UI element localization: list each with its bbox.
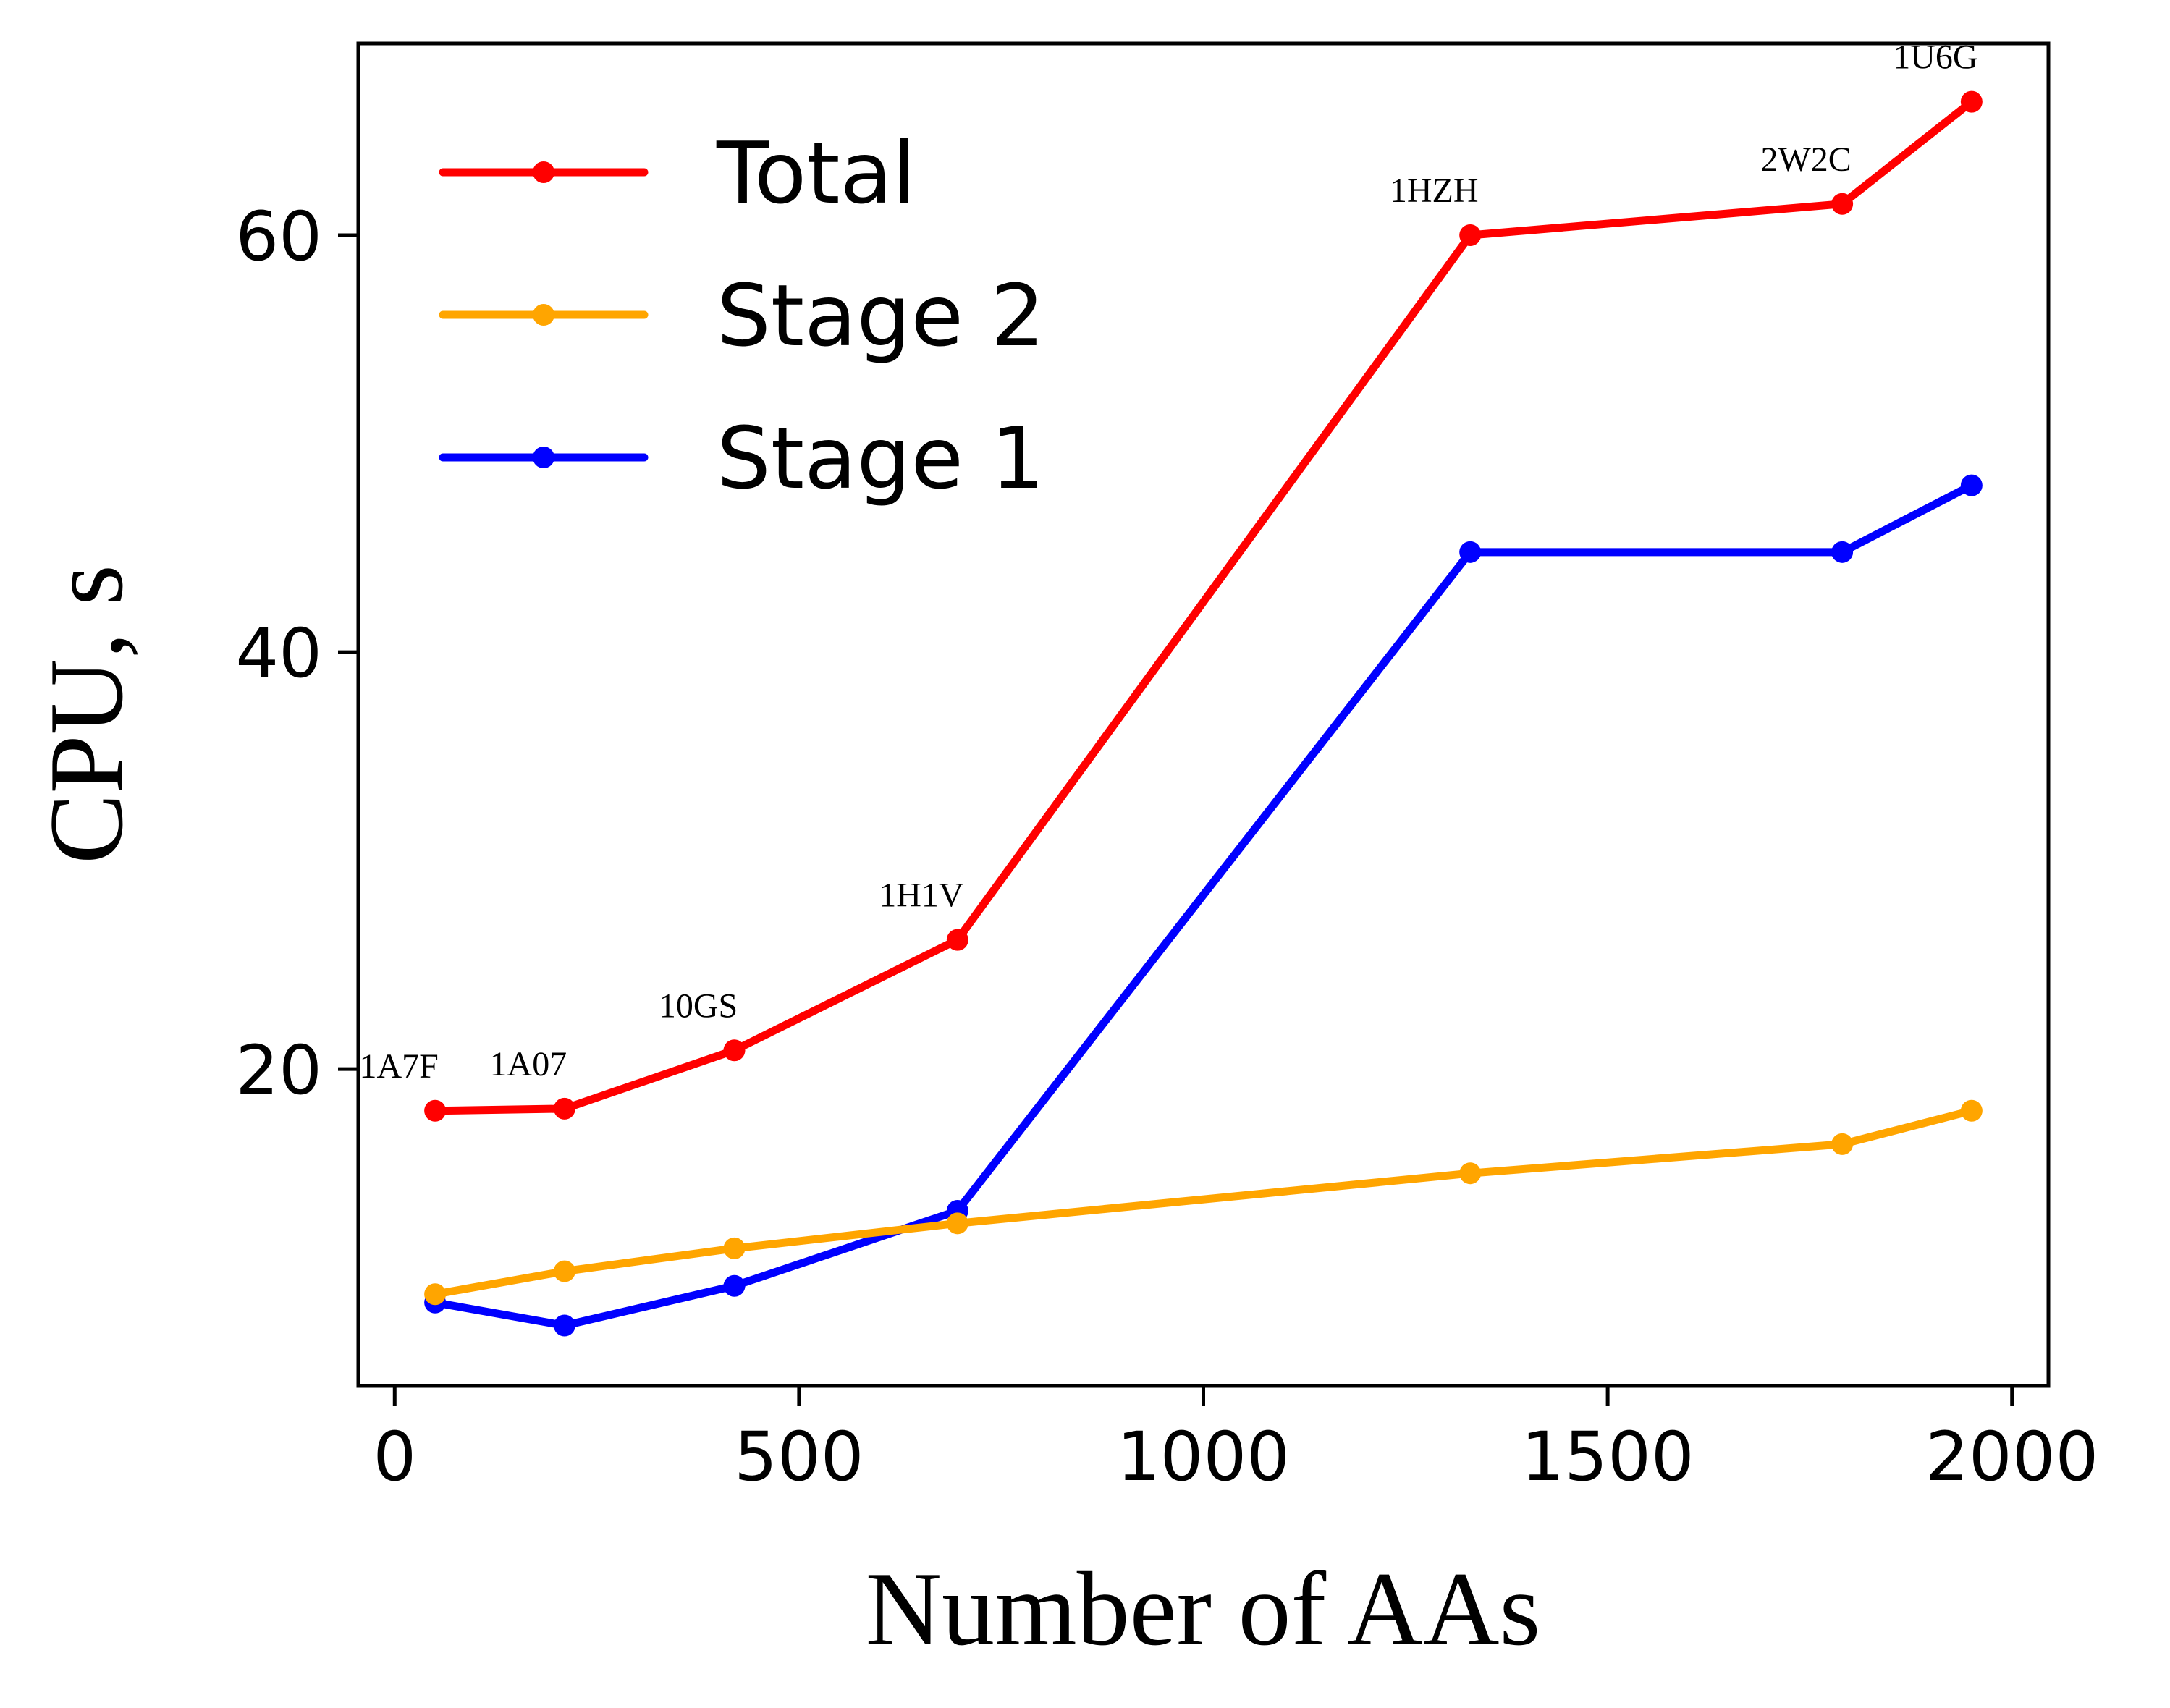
data-point-total xyxy=(424,1099,447,1122)
x-tick-label: 1000 xyxy=(1117,1418,1290,1497)
x-tick-label: 500 xyxy=(734,1418,864,1497)
plot-lines xyxy=(424,90,1983,1337)
data-point-total xyxy=(1831,193,1854,215)
data-point-stage-1 xyxy=(1831,541,1854,563)
point-label: 10GS xyxy=(659,986,738,1025)
legend-item-stage-2: Stage 2 xyxy=(439,266,1045,365)
legend-swatch-marker xyxy=(533,447,554,468)
point-label: 1A07 xyxy=(490,1045,567,1083)
data-point-stage-1 xyxy=(723,1274,746,1297)
legend-item-stage-1: Stage 1 xyxy=(439,408,1045,508)
legend-label: Stage 1 xyxy=(717,408,1045,508)
point-label: 1H1V xyxy=(879,876,964,915)
point-labels: 1A7F 1A07 10GS 1H1V 1HZH 2W2C 1U6G xyxy=(359,38,1977,1086)
data-point-stage-2 xyxy=(946,1212,968,1235)
series-total xyxy=(424,90,1983,1122)
point-label: 2W2C xyxy=(1760,140,1851,179)
y-tick-label: 40 xyxy=(235,614,322,693)
data-point-total xyxy=(946,929,968,951)
data-point-total xyxy=(1459,224,1482,246)
x-tick-label: 1500 xyxy=(1521,1418,1694,1497)
x-axis-title: Number of AAs xyxy=(866,1550,1541,1667)
data-point-total xyxy=(1960,90,1983,113)
data-point-total xyxy=(723,1039,746,1062)
data-point-stage-1 xyxy=(1459,541,1482,563)
legend-swatch-marker xyxy=(533,161,554,183)
legend-label: Stage 2 xyxy=(717,266,1045,365)
data-point-stage-1 xyxy=(1960,474,1983,496)
data-point-stage-1 xyxy=(553,1314,575,1337)
y-tick-label: 20 xyxy=(235,1031,322,1110)
legend: Total Stage 2 Stage 1 xyxy=(439,123,1045,508)
x-axis: 0 500 1000 1500 2000 xyxy=(373,1386,2098,1497)
x-tick-label: 0 xyxy=(373,1418,416,1497)
legend-label: Total xyxy=(716,123,916,223)
data-point-stage-2 xyxy=(553,1260,575,1282)
data-point-stage-2 xyxy=(1459,1162,1482,1185)
point-label: 1U6G xyxy=(1893,38,1977,77)
data-point-stage-2 xyxy=(1960,1099,1983,1122)
data-point-stage-2 xyxy=(723,1237,746,1259)
y-axis: 20 40 60 xyxy=(235,198,358,1110)
data-point-total xyxy=(553,1097,575,1120)
data-point-stage-2 xyxy=(424,1283,447,1306)
point-label: 1A7F xyxy=(359,1047,438,1086)
y-axis-title: CPU, s xyxy=(28,565,145,864)
series-stage-2 xyxy=(424,1099,1983,1306)
legend-item-total: Total xyxy=(439,123,916,223)
y-tick-label: 60 xyxy=(235,198,322,276)
point-label: 1HZH xyxy=(1390,172,1479,210)
legend-swatch-marker xyxy=(533,304,554,326)
x-tick-label: 2000 xyxy=(1925,1418,2098,1497)
data-point-stage-2 xyxy=(1831,1133,1854,1155)
series-stage-1 xyxy=(424,474,1983,1337)
